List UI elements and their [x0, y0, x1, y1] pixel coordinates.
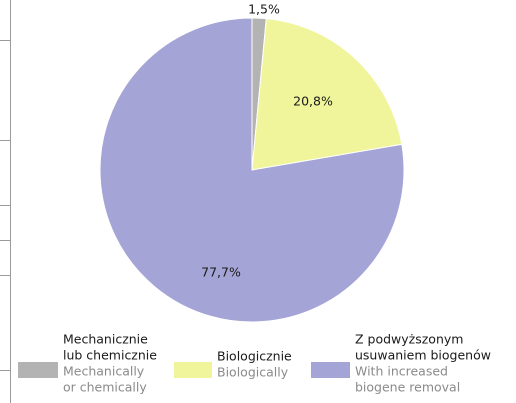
pie-slice	[99, 17, 405, 323]
data-label: 77,7%	[201, 265, 241, 280]
data-label: 1,5%	[248, 2, 280, 17]
data-label: 20,8%	[293, 94, 333, 109]
legend-label: Biologicznie	[217, 349, 292, 364]
legend-label-en: Mechanically	[63, 364, 145, 379]
legend-label: Z podwyższonym	[355, 332, 463, 347]
legend-swatch	[18, 362, 58, 378]
legend-label-en: or chemically	[63, 380, 147, 395]
legend-label: lub chemicznie	[63, 348, 157, 363]
legend-label-en: Biologically	[217, 365, 289, 380]
legend-label-en: With increased	[355, 364, 448, 379]
legend-label: usuwaniem biogenów	[355, 348, 491, 363]
frame	[0, 0, 11, 403]
legend-swatch	[311, 362, 350, 378]
pie-slice	[251, 18, 403, 171]
legend-swatch	[174, 362, 212, 378]
legend-label-en: biogene removal	[355, 380, 460, 395]
legend-label: Mechanicznie	[63, 332, 148, 347]
